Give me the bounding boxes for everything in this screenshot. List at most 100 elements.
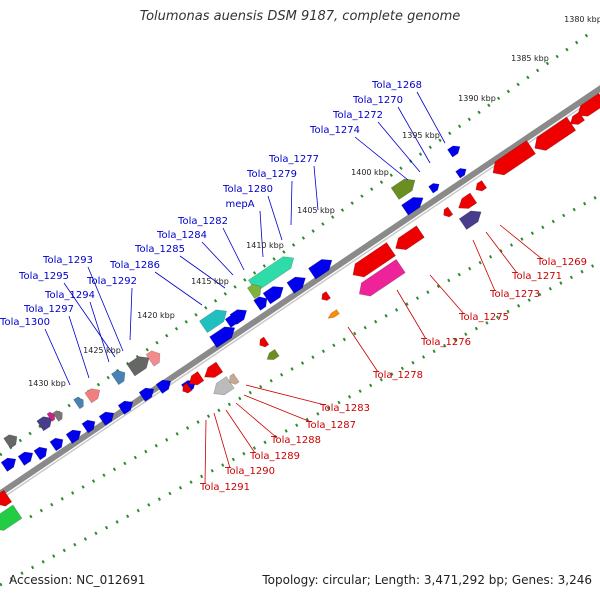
leader-line-layer	[44, 91, 543, 485]
forward-leader-line	[354, 136, 409, 181]
forward-gene-arrow-5	[401, 197, 424, 216]
forward-gene-arrow-8	[286, 276, 306, 294]
reverse-gene-arrow-20	[0, 489, 13, 507]
forward-gene-arrow-12-shape	[253, 296, 268, 311]
forward-gene-arrow-34	[46, 411, 56, 422]
reverse-leader-line	[429, 274, 465, 315]
ruler-label: 1420 kbp	[137, 311, 175, 320]
forward-gene-arrow-14-shape	[209, 326, 236, 349]
forward-gene-arrow-25	[33, 446, 48, 461]
forward-gene-arrow-5-shape	[401, 197, 424, 216]
forward-gene-arrow-36-shape	[3, 434, 18, 449]
forward-gene-arrow-2-shape	[455, 168, 467, 179]
reverse-gene-arrow-16-shape	[188, 371, 205, 386]
reverse-gene-arrow-15	[204, 361, 224, 378]
reverse-gene-label: Tola_1290	[224, 466, 275, 477]
forward-gene-arrow-27-shape	[0, 457, 17, 472]
reverse-gene-arrow-18-shape	[213, 376, 235, 396]
forward-leader-line	[259, 210, 264, 258]
forward-gene-arrow-32-shape	[73, 396, 84, 410]
forward-gene-label: Tola_1285	[134, 244, 185, 255]
accession-text: Accession: NC_012691	[9, 573, 146, 587]
reverse-leader-line	[499, 224, 543, 260]
tick-line-1	[0, 31, 591, 457]
ruler-label: 1390 kbp	[458, 94, 496, 103]
reverse-gene-arrow-11	[321, 291, 331, 301]
reverse-gene-arrow-19-shape	[229, 373, 240, 385]
forward-leader-line	[222, 227, 245, 271]
forward-gene-arrow-31-shape	[84, 388, 101, 404]
reverse-gene-label: Tola_1289	[249, 451, 300, 462]
forward-gene-label: Tola_1286	[109, 260, 160, 271]
forward-gene-arrow-7	[308, 259, 333, 280]
forward-gene-arrow-21-shape	[98, 411, 115, 426]
forward-gene-arrow-1	[447, 145, 461, 158]
forward-leader-line	[267, 195, 283, 241]
forward-gene-arrow-35	[52, 410, 63, 422]
reverse-gene-arrow-3-shape	[492, 140, 536, 176]
feature-layer	[0, 92, 600, 531]
forward-gene-arrow-16	[224, 315, 239, 328]
forward-gene-arrow-4-shape	[390, 178, 416, 200]
tick-line-2	[29, 193, 600, 519]
reverse-gene-arrow-6	[458, 192, 478, 209]
forward-gene-arrow-4	[390, 178, 416, 200]
reverse-gene-arrow-12	[327, 309, 340, 319]
reverse-gene-arrow-21-shape	[0, 504, 23, 531]
forward-leader-line	[313, 165, 319, 211]
forward-gene-arrow-2	[455, 168, 467, 179]
forward-gene-label: Tola_1284	[156, 230, 207, 241]
reverse-gene-arrow-16	[188, 371, 205, 386]
reverse-gene-label: Tola_1276	[420, 337, 471, 348]
ruler-label: 1400 kbp	[351, 168, 389, 177]
forward-gene-arrow-34-shape	[46, 411, 56, 422]
forward-gene-arrow-12	[253, 296, 268, 311]
reverse-leader-line	[235, 402, 277, 438]
reverse-leader-line	[485, 231, 518, 274]
ruler-label: 1385 kbp	[511, 54, 549, 63]
reverse-gene-arrow-13-shape	[266, 348, 280, 360]
ruler-label: 1415 kbp	[191, 277, 229, 286]
forward-gene-arrow-24	[49, 437, 64, 452]
forward-gene-arrow-3	[428, 183, 440, 194]
forward-gene-label: Tola_1280	[222, 184, 273, 195]
reverse-gene-arrow-9-shape	[352, 242, 396, 278]
forward-gene-arrow-1-shape	[447, 145, 461, 158]
forward-leader-line	[201, 241, 234, 276]
reverse-gene-arrow-4	[569, 111, 586, 125]
forward-gene-arrow-23-shape	[65, 429, 82, 444]
forward-leader-line	[416, 91, 446, 144]
forward-gene-arrow-9-shape	[262, 286, 284, 305]
forward-gene-arrow-33	[36, 416, 53, 432]
forward-gene-arrow-6	[458, 210, 482, 230]
forward-gene-label: Tola_1300	[0, 317, 50, 328]
ruler-label: 1410 kbp	[246, 241, 284, 250]
reverse-gene-arrow-4-shape	[569, 111, 586, 125]
forward-gene-label: Tola_1279	[246, 169, 297, 180]
forward-gene-arrow-21	[98, 411, 115, 426]
forward-gene-arrow-6-shape	[458, 210, 482, 230]
forward-gene-label: Tola_1282	[177, 216, 228, 227]
reverse-gene-arrow-12-shape	[327, 309, 340, 319]
reverse-leader-line	[204, 419, 207, 485]
backbone-line	[0, 85, 600, 498]
forward-gene-arrow-25-shape	[33, 446, 48, 461]
forward-leader-line	[129, 287, 133, 341]
forward-leader-line	[63, 282, 116, 358]
forward-gene-arrow-7-shape	[308, 259, 333, 280]
ruler-label: 1380 kbp	[564, 15, 600, 24]
reverse-leader-line	[225, 409, 256, 454]
forward-gene-arrow-33-shape	[36, 416, 53, 432]
forward-gene-arrow-19-shape	[138, 387, 155, 402]
forward-gene-arrow-22-shape	[81, 419, 96, 434]
forward-gene-arrow-18	[155, 379, 172, 394]
reverse-gene-label: Tola_1287	[305, 420, 356, 431]
ruler-layer: 1380 kbp 1385 kbp 1390 kbp 1395 kbp 1400 kbp…	[28, 15, 600, 388]
reverse-gene-arrow-8-shape	[395, 225, 425, 251]
forward-gene-arrow-28-shape	[126, 356, 150, 377]
forward-gene-arrow-28	[126, 356, 150, 377]
forward-gene-arrow-20	[117, 400, 134, 415]
reverse-leader-line	[347, 326, 379, 373]
reverse-gene-arrow-1	[577, 92, 600, 117]
